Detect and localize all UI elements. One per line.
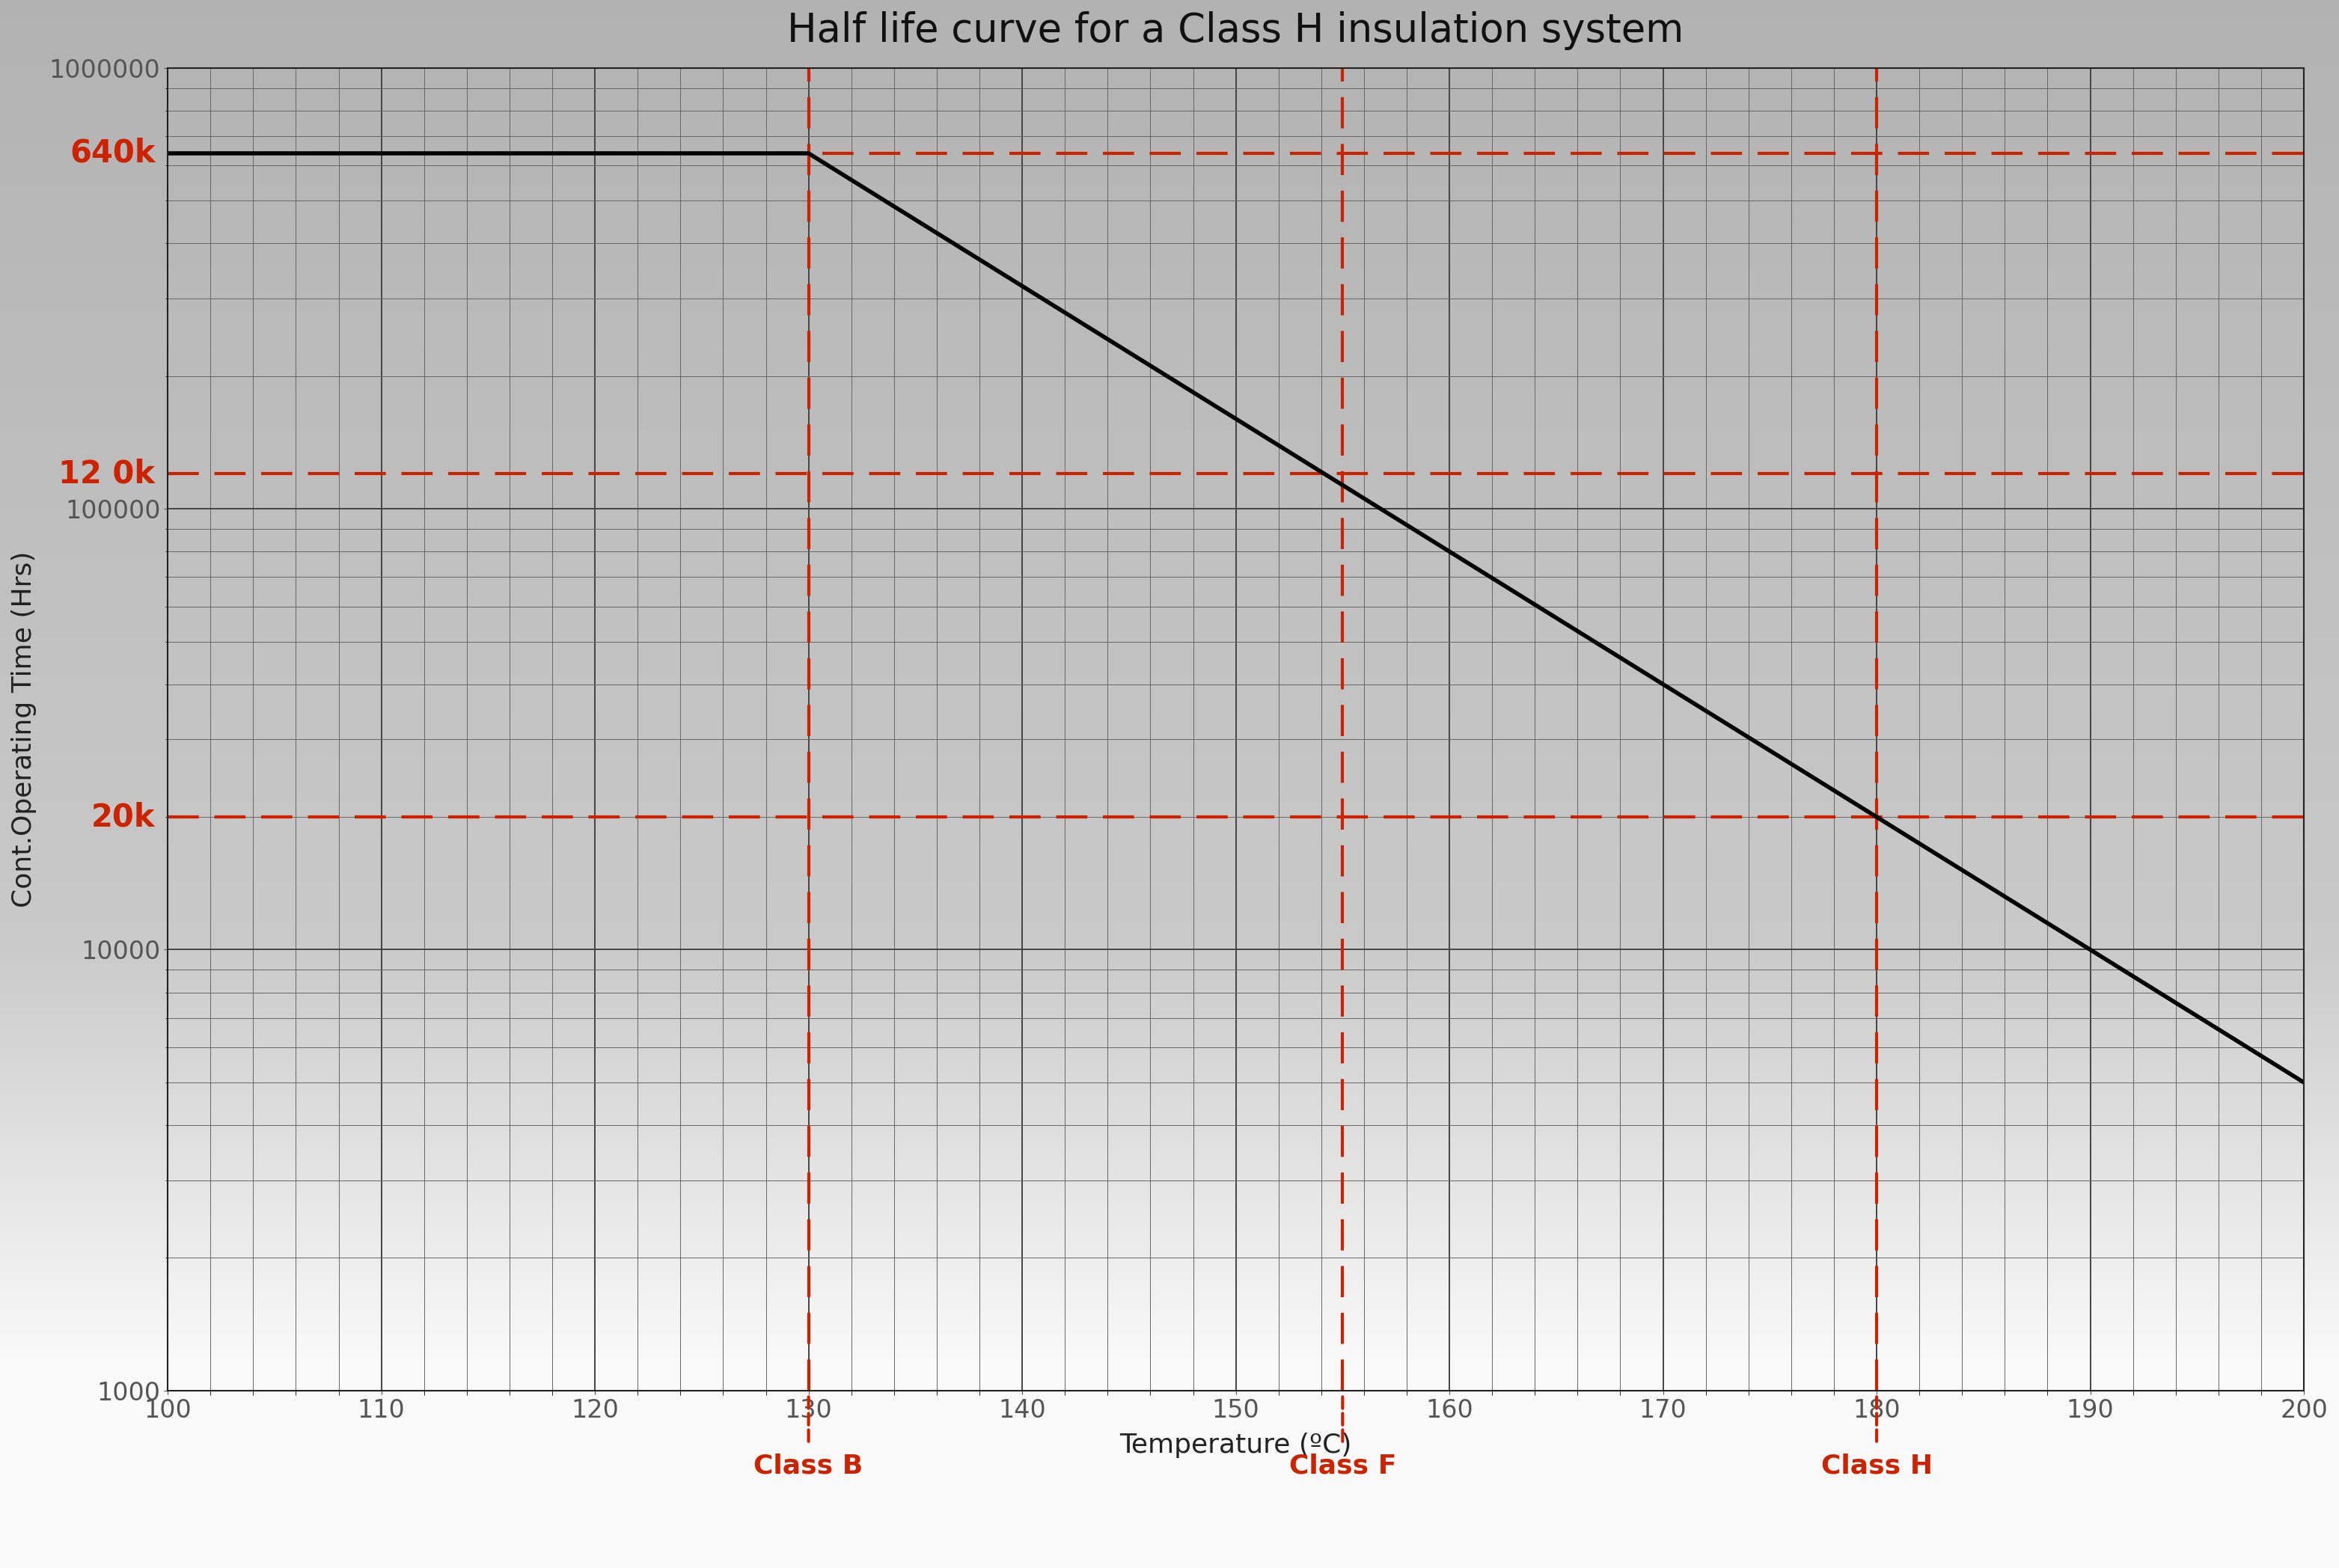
Text: Class B: Class B (753, 1454, 863, 1479)
Text: Class H: Class H (1820, 1454, 1932, 1479)
Text: 640k: 640k (70, 138, 154, 169)
Text: 12 0k: 12 0k (58, 458, 154, 489)
Text: 20k: 20k (91, 801, 154, 833)
X-axis label: Temperature (ºC): Temperature (ºC) (1120, 1433, 1352, 1458)
Y-axis label: Cont.Operating Time (Hrs): Cont.Operating Time (Hrs) (12, 550, 37, 908)
Text: Class F: Class F (1289, 1454, 1396, 1479)
Title: Half life curve for a Class H insulation system: Half life curve for a Class H insulation… (788, 11, 1684, 50)
